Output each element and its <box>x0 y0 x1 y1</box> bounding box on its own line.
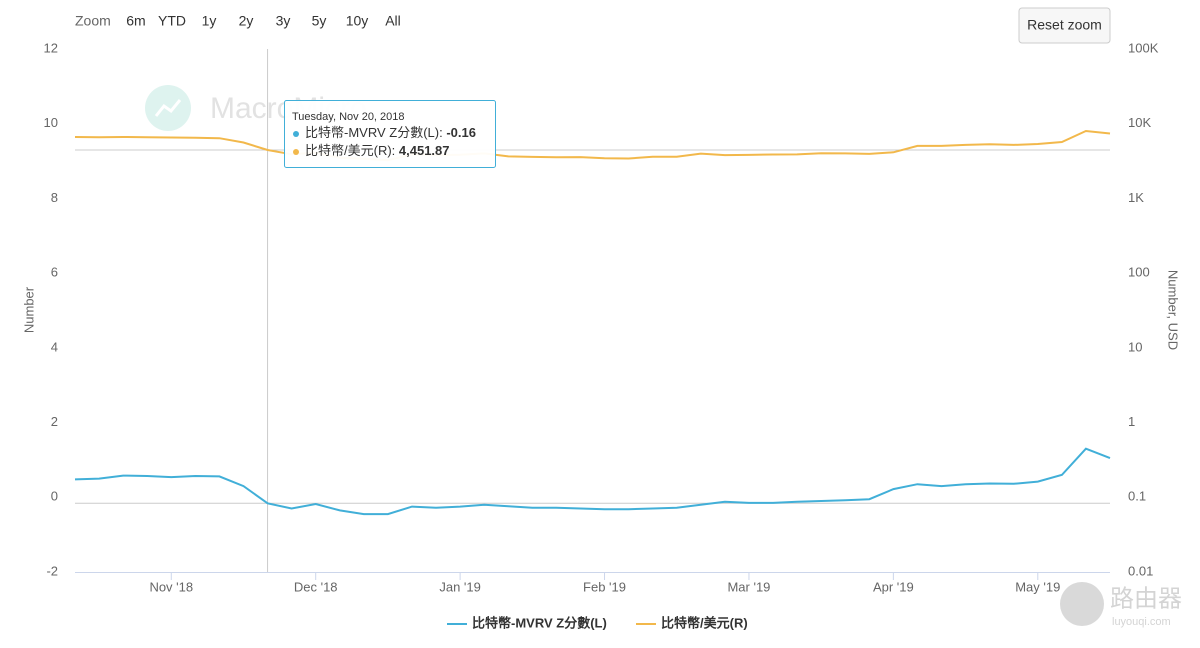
range-button[interactable]: All <box>385 13 401 29</box>
zoom-label: Zoom <box>75 13 111 29</box>
y-tick-label: 10 <box>44 115 58 130</box>
tooltip-title: Tuesday, Nov 20, 2018 <box>292 111 405 123</box>
legend-label[interactable]: 比特幣-MVRV Z分數(L) <box>472 615 607 630</box>
tooltip-item: 比特幣-MVRV Z分數(L): -0.16 <box>305 125 476 140</box>
range-button[interactable]: YTD <box>158 13 186 29</box>
y-tick-label: 12 <box>44 40 58 55</box>
x-tick-label: Jan '19 <box>439 579 481 594</box>
tooltip-dot <box>293 131 299 137</box>
series-line <box>74 129 1111 162</box>
y2-tick-label: 10K <box>1128 115 1151 130</box>
y-tick-label: 8 <box>51 190 58 205</box>
tooltip-item-label: 比特幣/美元(R): <box>305 143 399 158</box>
range-button[interactable]: 2y <box>239 13 254 29</box>
y2-tick-label: 100K <box>1128 40 1159 55</box>
x-tick-label: May '19 <box>1015 579 1060 594</box>
y2-tick-label: 0.01 <box>1128 563 1153 578</box>
legend-label[interactable]: 比特幣/美元(R) <box>661 615 748 630</box>
series-line <box>74 447 1111 516</box>
watermark-icon <box>154 99 182 117</box>
footer-logo-text: 路由器 <box>1110 585 1182 612</box>
x-tick-label: Dec '18 <box>294 579 338 594</box>
y-axis-title: Number <box>21 286 36 333</box>
tooltip-item: 比特幣/美元(R): 4,451.87 <box>305 143 450 158</box>
reset-zoom-label[interactable]: Reset zoom <box>1027 17 1102 33</box>
y2-tick-label: 10 <box>1128 339 1142 354</box>
x-tick-label: Feb '19 <box>583 579 626 594</box>
y2-tick-label: 1K <box>1128 190 1144 205</box>
tooltip-box <box>284 100 496 168</box>
range-button[interactable]: 10y <box>346 13 369 29</box>
tooltip-item-value: -0.16 <box>446 125 476 140</box>
y-tick-label: 4 <box>51 339 58 354</box>
tooltip: Tuesday, Nov 20, 2018 比特幣-MVRV Z分數(L): -0… <box>284 100 496 168</box>
x-tick-label: Mar '19 <box>727 579 770 594</box>
y2-tick-label: 0.1 <box>1128 489 1146 504</box>
range-button[interactable]: 5y <box>312 13 327 29</box>
reset-zoom-button[interactable] <box>1018 7 1111 44</box>
y-tick-label: 2 <box>51 414 58 429</box>
y2-tick-label: 100 <box>1128 265 1150 280</box>
x-tick-label: Apr '19 <box>873 579 914 594</box>
y-tick-label: 0 <box>51 489 58 504</box>
tooltip-dot <box>293 149 299 155</box>
footer-logo-subtext: luyouqi.com <box>1112 616 1171 628</box>
range-button[interactable]: 3y <box>276 13 291 29</box>
y2-tick-label: 1 <box>1128 414 1135 429</box>
x-tick-label: Nov '18 <box>149 579 193 594</box>
tooltip-item-label: 比特幣-MVRV Z分數(L): <box>305 125 446 140</box>
range-button[interactable]: 6m <box>126 13 145 29</box>
y-tick-label: -2 <box>46 563 58 578</box>
range-button[interactable]: 1y <box>202 13 217 29</box>
tooltip-item-value: 4,451.87 <box>399 143 450 158</box>
footer-logo-icon <box>1060 582 1104 626</box>
y2-axis-title: Number, USD <box>1166 270 1181 350</box>
y-tick-label: 6 <box>51 265 58 280</box>
